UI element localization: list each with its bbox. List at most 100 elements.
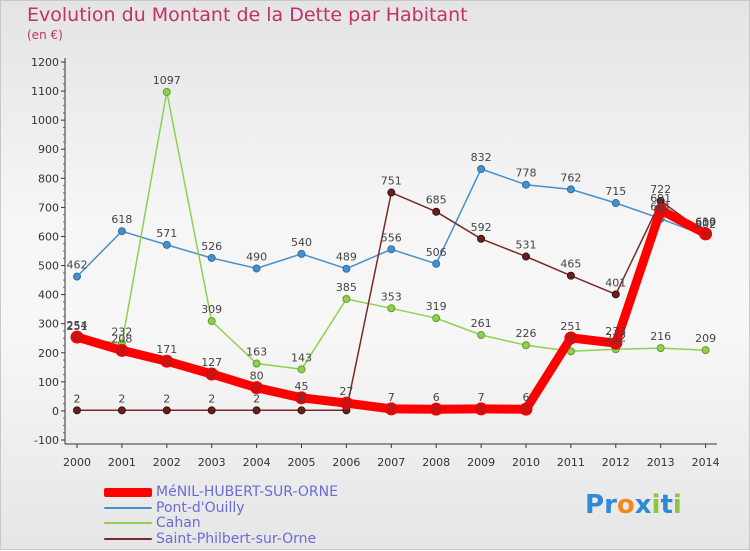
data-point-m-nil-hubert-sur-orne (429, 402, 443, 416)
data-label-m-nil-hubert-sur-orne: 208 (111, 332, 132, 345)
y-tick-label: 400 (38, 289, 59, 302)
data-point-saint-philbert-sur-orne (297, 406, 306, 415)
data-label-saint-philbert-sur-orne: 531 (516, 239, 537, 252)
data-point-cahan (162, 87, 171, 96)
logo-letter: r (604, 490, 617, 520)
data-label-pont-d-ouilly: 661 (650, 201, 671, 214)
y-tick-label: 700 (38, 201, 59, 214)
data-label-m-nil-hubert-sur-orne: 251 (560, 320, 581, 333)
chart-title: Evolution du Montant de la Dette par Hab… (27, 4, 468, 26)
data-label-cahan: 232 (111, 325, 132, 338)
data-point-m-nil-hubert-sur-orne (474, 402, 488, 416)
logo-letter: i (672, 490, 682, 520)
data-point-cahan (387, 304, 396, 313)
data-label-pont-d-ouilly: 489 (336, 251, 357, 264)
legend-label-cahan: Cahan (156, 515, 201, 531)
data-point-saint-philbert-sur-orne (207, 406, 216, 415)
y-tick-label: 1200 (31, 56, 59, 69)
x-tick-label: 2007 (377, 456, 405, 469)
x-tick-label: 2012 (602, 456, 630, 469)
data-point-pont-d-ouilly (522, 180, 530, 189)
data-point-pont-d-ouilly (477, 165, 486, 174)
data-label-pont-d-ouilly: 778 (516, 167, 537, 180)
data-point-saint-philbert-sur-orne (432, 207, 441, 216)
data-point-cahan (522, 341, 530, 350)
data-label-pont-d-ouilly: 618 (111, 213, 132, 226)
data-point-pont-d-ouilly (297, 249, 306, 258)
logo-letter: x (634, 490, 652, 520)
data-label-m-nil-hubert-sur-orne: 27 (339, 385, 353, 398)
data-point-saint-philbert-sur-orne (73, 406, 81, 415)
data-label-m-nil-hubert-sur-orne: 80 (250, 370, 264, 383)
data-label-m-nil-hubert-sur-orne: 6 (433, 391, 440, 404)
logo-letter: t (660, 490, 673, 520)
data-label-m-nil-hubert-sur-orne: 7 (478, 391, 485, 404)
data-point-saint-philbert-sur-orne (252, 406, 261, 415)
data-label-pont-d-ouilly: 762 (560, 171, 581, 184)
data-point-m-nil-hubert-sur-orne (250, 381, 264, 395)
data-label-saint-philbert-sur-orne: 2 (118, 392, 125, 405)
data-label-cahan: 216 (650, 330, 671, 343)
data-point-cahan (297, 365, 306, 374)
data-label-saint-philbert-sur-orne: 2 (74, 392, 81, 405)
data-label-saint-philbert-sur-orne: 592 (471, 221, 492, 234)
data-label-m-nil-hubert-sur-orne: 691 (650, 192, 671, 205)
data-point-pont-d-ouilly (342, 264, 351, 273)
data-point-m-nil-hubert-sur-orne (609, 336, 623, 350)
data-label-saint-philbert-sur-orne: 722 (650, 183, 671, 196)
data-label-pont-d-ouilly: 490 (246, 250, 267, 263)
data-label-cahan: 143 (291, 351, 312, 364)
data-label-cahan: 209 (695, 332, 716, 345)
data-point-m-nil-hubert-sur-orne (70, 330, 84, 344)
data-point-saint-philbert-sur-orne (477, 234, 486, 243)
y-tick-label: 900 (38, 143, 59, 156)
data-point-pont-d-ouilly (207, 253, 216, 262)
data-label-cahan: 319 (426, 300, 447, 313)
data-point-pont-d-ouilly (566, 185, 575, 194)
data-label-saint-philbert-sur-orne: 2 (253, 392, 260, 405)
data-label-m-nil-hubert-sur-orne: 609 (695, 216, 716, 229)
data-point-saint-philbert-sur-orne (611, 290, 620, 299)
y-tick-label: -100 (34, 434, 59, 447)
y-tick-label: 300 (38, 318, 59, 331)
data-label-cahan: 163 (246, 346, 267, 359)
x-tick-label: 2002 (153, 456, 181, 469)
data-label-pont-d-ouilly: 526 (201, 240, 222, 253)
legend-label-menil: MéNIL-HUBERT-SUR-ORNE (156, 484, 338, 500)
data-label-pont-d-ouilly: 556 (381, 231, 402, 244)
data-point-pont-d-ouilly (252, 264, 261, 273)
x-tick-label: 2010 (512, 456, 540, 469)
x-tick-label: 2008 (422, 456, 450, 469)
data-point-saint-philbert-sur-orne (566, 271, 575, 280)
data-point-m-nil-hubert-sur-orne (519, 402, 533, 416)
data-point-m-nil-hubert-sur-orne (564, 331, 578, 345)
data-label-saint-philbert-sur-orne: 610 (695, 216, 716, 229)
legend-swatch-pont-douilly (104, 506, 152, 509)
data-point-cahan (432, 314, 441, 323)
data-point-pont-d-ouilly (73, 272, 81, 281)
y-tick-label: 800 (38, 172, 59, 185)
data-label-saint-philbert-sur-orne: 401 (605, 276, 626, 289)
data-point-m-nil-hubert-sur-orne (654, 203, 668, 217)
data-point-cahan (207, 317, 216, 326)
data-label-m-nil-hubert-sur-orne: 254 (67, 319, 88, 332)
legend-swatch-saint-philbert (104, 537, 152, 540)
legend-swatch-menil (104, 488, 152, 497)
data-point-cahan (342, 294, 351, 303)
data-point-m-nil-hubert-sur-orne (295, 391, 308, 405)
x-tick-label: 2014 (692, 456, 720, 469)
logo-letter: P (585, 490, 605, 520)
data-point-m-nil-hubert-sur-orne (205, 367, 219, 381)
y-tick-label: 500 (38, 260, 59, 273)
data-label-pont-d-ouilly: 506 (426, 246, 447, 259)
legend-swatch-cahan (104, 522, 152, 524)
y-tick-label: 200 (38, 347, 59, 360)
data-point-m-nil-hubert-sur-orne (115, 343, 129, 357)
data-point-cahan (477, 331, 486, 340)
data-label-saint-philbert-sur-orne: 2 (208, 392, 215, 405)
data-label-cahan: 353 (381, 290, 402, 303)
logo-letter: o (616, 490, 635, 520)
data-label-m-nil-hubert-sur-orne: 171 (156, 343, 177, 356)
chart-subtitle: (en €) (27, 28, 63, 42)
